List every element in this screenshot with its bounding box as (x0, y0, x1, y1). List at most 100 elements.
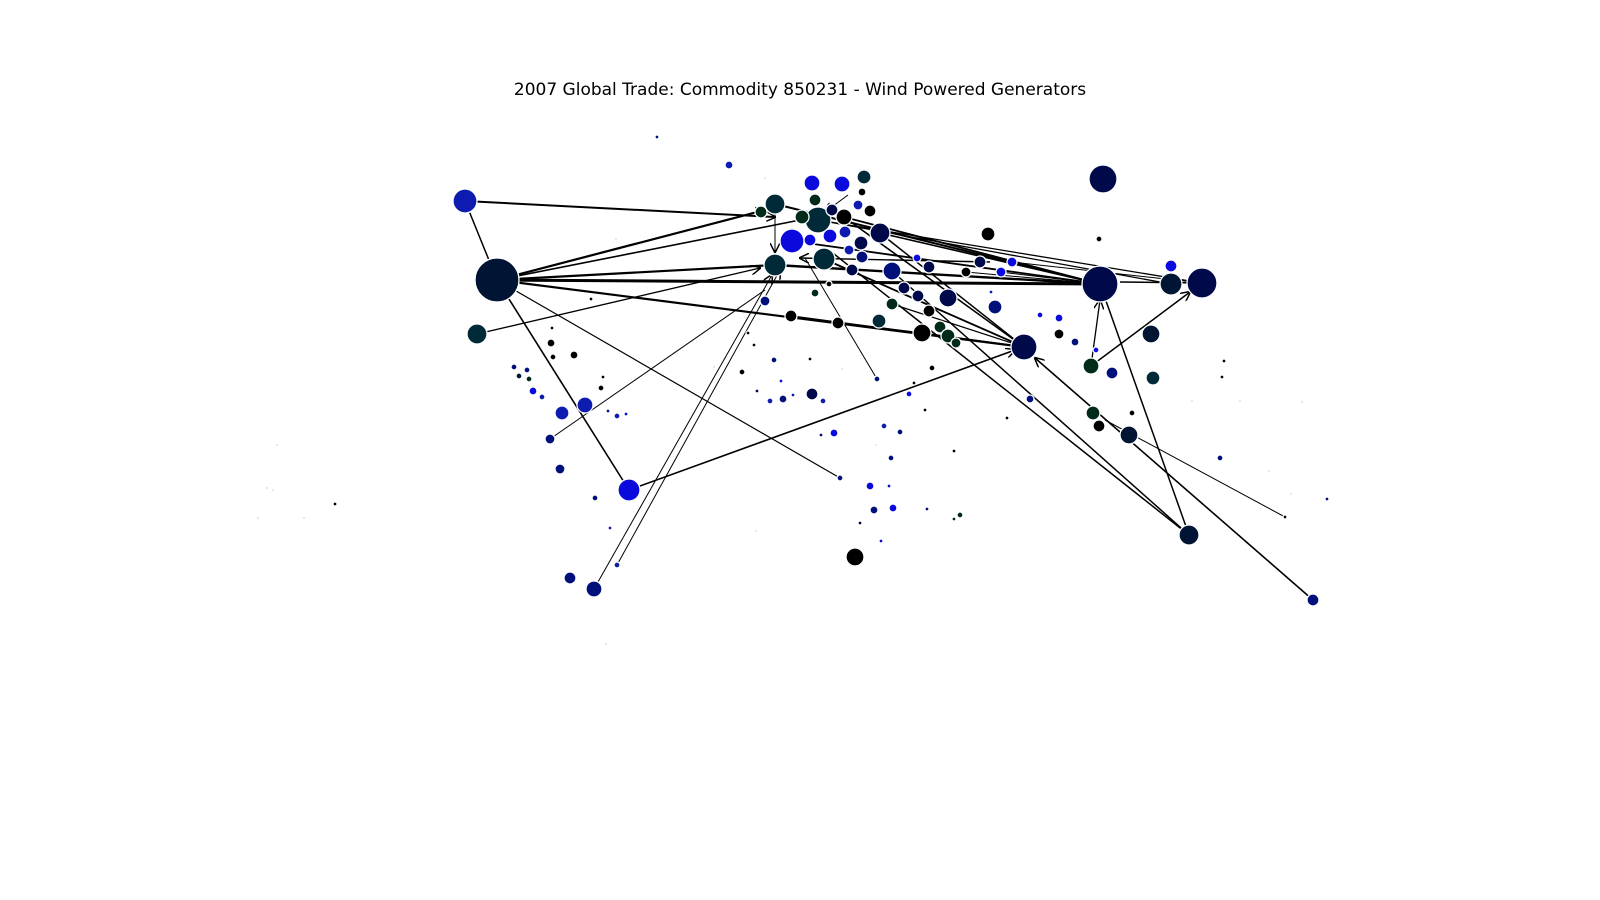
country-node (515, 372, 523, 380)
country-node (778, 394, 788, 404)
trade-edge (496, 279, 630, 491)
country-node (922, 260, 936, 274)
country-node (576, 396, 594, 414)
country-node (905, 390, 913, 398)
country-node (987, 299, 1003, 315)
country-node (1070, 337, 1080, 347)
country-node (1128, 409, 1136, 417)
trade-edge (496, 278, 1100, 284)
country-node (1036, 311, 1044, 319)
trade-edge (593, 275, 772, 590)
country-node (754, 205, 768, 219)
country-node (1025, 394, 1035, 404)
country-node (1053, 328, 1065, 340)
country-node (911, 289, 925, 303)
country-node (332, 501, 338, 507)
country-node (712, 365, 716, 369)
country-node (1092, 419, 1106, 433)
country-node (623, 411, 629, 417)
country-node (1006, 256, 1018, 268)
country-node (763, 253, 787, 277)
trade-edge (464, 200, 775, 217)
country-node (807, 356, 813, 362)
trade-edge (496, 265, 775, 282)
country-node (873, 375, 881, 383)
country-node (886, 483, 892, 489)
country-node (600, 374, 606, 380)
country-node (275, 443, 279, 447)
country-node (924, 506, 930, 512)
country-node (525, 375, 533, 383)
country-node (790, 392, 796, 398)
country-node (857, 520, 863, 526)
trade-edge (791, 240, 1100, 284)
country-node (510, 363, 518, 371)
country-node (607, 525, 613, 531)
country-node (1088, 164, 1118, 194)
country-node (853, 235, 869, 251)
country-node (1306, 593, 1320, 607)
country-node (588, 296, 594, 302)
country-node (810, 288, 820, 298)
trade-edge (921, 332, 1025, 348)
country-node (585, 580, 603, 598)
country-node (1164, 259, 1178, 273)
figure-title: 2007 Global Trade: Commodity 850231 - Wi… (513, 80, 1087, 100)
trade-edge (628, 350, 1015, 491)
country-node (825, 203, 839, 217)
country-node (538, 393, 546, 401)
country-node (544, 433, 556, 445)
country-node (897, 281, 911, 295)
country-node (835, 208, 853, 226)
country-node (466, 323, 488, 345)
country-node (613, 412, 621, 420)
country-node (869, 505, 879, 515)
trade-edge (549, 289, 766, 440)
country-node (604, 642, 608, 646)
country-node (960, 266, 972, 278)
country-node (922, 304, 936, 318)
country-node (933, 320, 947, 334)
trade-edge (891, 270, 1189, 535)
trade-edge (476, 268, 760, 335)
country-node (880, 422, 888, 430)
country-node (911, 380, 917, 386)
country-node (1085, 405, 1101, 421)
trade-edge (1099, 283, 1189, 535)
country-node (1082, 357, 1100, 375)
country-node (805, 387, 819, 401)
country-node (779, 228, 805, 254)
country-node (1145, 370, 1161, 386)
trade-edge (496, 210, 765, 282)
country-node (1105, 366, 1119, 380)
country-node (845, 263, 859, 277)
country-node (803, 233, 817, 247)
country-node (1159, 272, 1183, 296)
country-node (950, 337, 962, 349)
country-node (528, 386, 538, 396)
country-node (833, 175, 851, 193)
trade-edge (828, 249, 1189, 535)
country-node (871, 313, 887, 329)
country-node (831, 316, 845, 330)
trade-edge (1090, 292, 1190, 367)
country-node (770, 356, 778, 364)
country-node (265, 486, 269, 490)
country-node (597, 384, 605, 392)
country-node (759, 295, 771, 307)
country-node (973, 255, 987, 269)
country-node (995, 266, 1007, 278)
country-node (549, 353, 557, 361)
country-node (922, 407, 928, 413)
country-node (546, 338, 556, 348)
country-node (1324, 496, 1330, 502)
country-node (956, 511, 964, 519)
country-node (819, 397, 827, 405)
trade-edge (891, 303, 1025, 348)
country-node (874, 443, 878, 447)
country-node (613, 561, 621, 569)
country-node (818, 432, 824, 438)
country-node (549, 325, 555, 331)
trade-edge (790, 315, 839, 324)
